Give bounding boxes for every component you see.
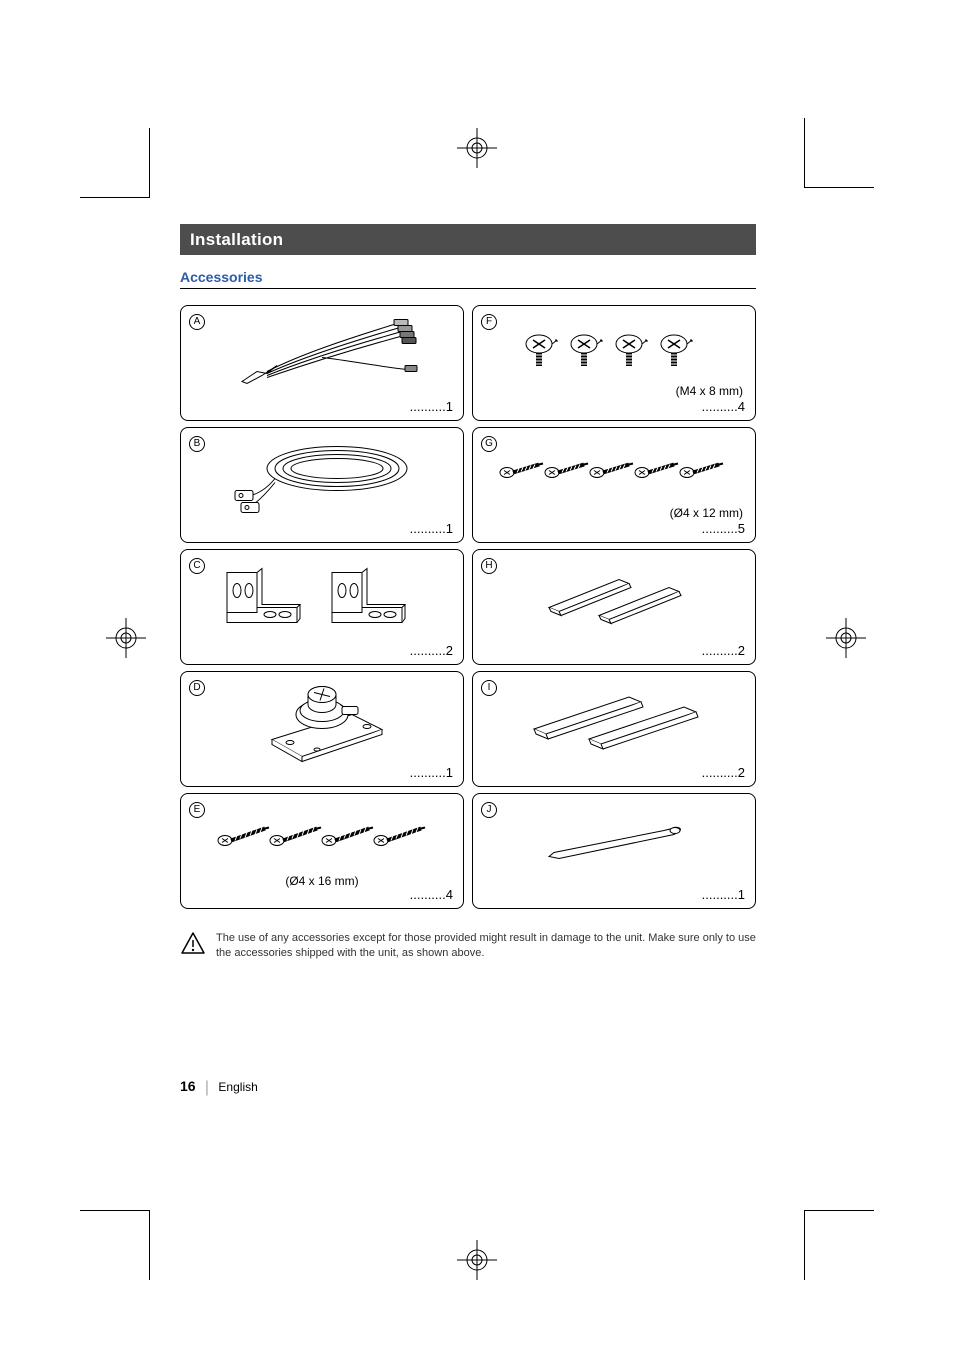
accessory-cell-a: A [180, 305, 464, 421]
warning-icon [180, 931, 206, 955]
page-language: English [218, 1080, 257, 1094]
accessory-cell-b: B ........ [180, 427, 464, 543]
qty-c: ..........2 [410, 643, 453, 658]
accessory-cell-e: E [180, 793, 464, 909]
accessory-cell-h: H ..........2 [472, 549, 756, 665]
badge-f: F [481, 314, 497, 330]
qty-a: ..........1 [410, 399, 453, 414]
qty-i: ..........2 [702, 765, 745, 780]
spec-f: (M4 x 8 mm) [676, 384, 743, 398]
badge-b: B [189, 436, 205, 452]
badge-h: H [481, 558, 497, 574]
spec-e: (Ø4 x 16 mm) [181, 874, 463, 888]
qty-j: ..........1 [702, 887, 745, 902]
tapping-screws-16-illustration [217, 817, 427, 872]
registration-mark-bottom [457, 1240, 497, 1280]
badge-j: J [481, 802, 497, 818]
badge-d: D [189, 680, 205, 696]
removal-tool-illustration [534, 817, 694, 872]
qty-b: ..........1 [410, 521, 453, 536]
badge-g: G [481, 436, 497, 452]
badge-e: E [189, 802, 205, 818]
accessory-cell-g: G [472, 427, 756, 543]
accessories-grid: A [180, 305, 756, 909]
crop-mark-bottom-right [804, 1210, 874, 1280]
crop-mark-top-right [804, 118, 874, 188]
qty-g: ..........5 [702, 521, 745, 536]
accessory-cell-i: I ..........2 [472, 671, 756, 787]
registration-mark-top [457, 128, 497, 168]
page-footer: 16 | English [180, 1078, 258, 1096]
badge-i: I [481, 680, 497, 696]
badge-c: C [189, 558, 205, 574]
accessory-cell-f: F [472, 305, 756, 421]
strips-long-illustration [519, 687, 709, 757]
controller-bracket-illustration [242, 675, 402, 770]
crop-mark-bottom-left [80, 1210, 150, 1280]
warning-row: The use of any accessories except for th… [180, 931, 756, 961]
footer-separator: | [205, 1079, 209, 1096]
page-number: 16 [180, 1078, 196, 1094]
l-brackets-illustration [222, 563, 422, 638]
qty-f: ..........4 [702, 399, 745, 414]
harness-illustration [222, 314, 422, 399]
crop-mark-top-left [80, 128, 150, 198]
tapping-screws-12-illustration [499, 451, 729, 506]
page-content: Installation Accessories A [180, 224, 756, 961]
machine-screws-illustration [519, 326, 709, 386]
section-header: Installation [180, 224, 756, 255]
accessories-subheading: Accessories [180, 269, 756, 289]
qty-h: ..........2 [702, 643, 745, 658]
strips-short-illustration [529, 568, 699, 633]
qty-e: ..........4 [410, 887, 453, 902]
registration-mark-right [826, 618, 866, 658]
spec-g: (Ø4 x 12 mm) [670, 506, 743, 520]
badge-a: A [189, 314, 205, 330]
accessory-cell-c: C [180, 549, 464, 665]
qty-d: ..........1 [410, 765, 453, 780]
accessory-cell-j: J ..........1 [472, 793, 756, 909]
warning-text: The use of any accessories except for th… [216, 931, 756, 961]
accessory-cell-d: D [180, 671, 464, 787]
cable-coil-illustration [217, 431, 427, 526]
registration-mark-left [106, 618, 146, 658]
